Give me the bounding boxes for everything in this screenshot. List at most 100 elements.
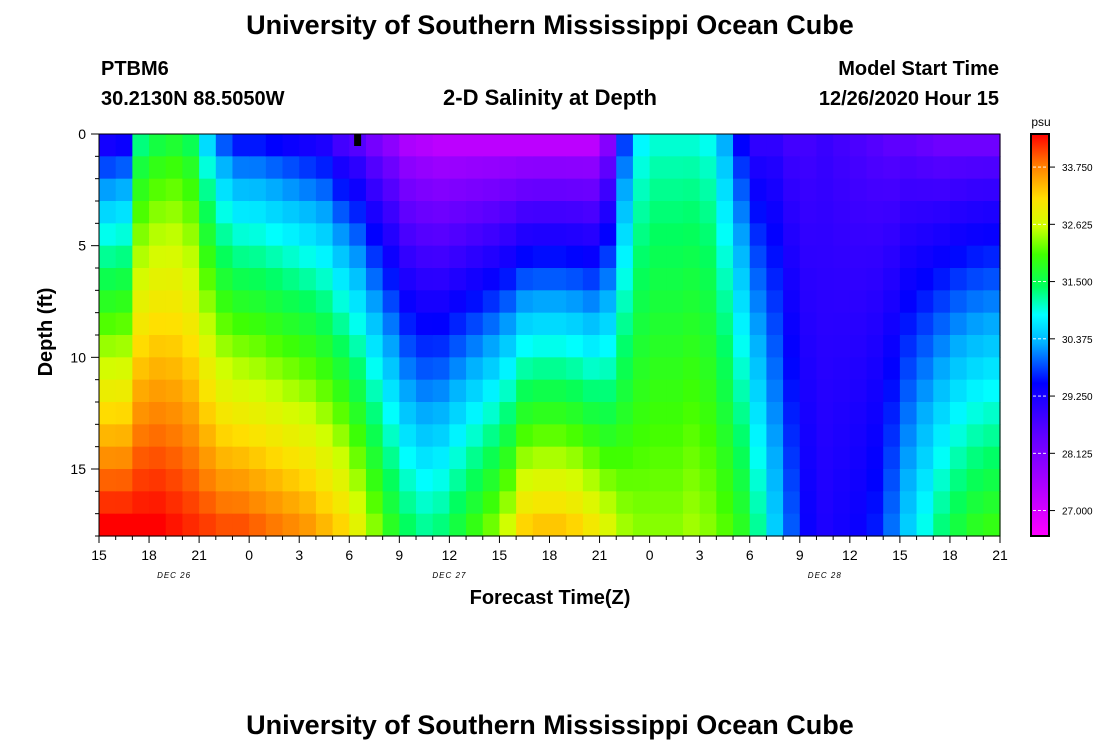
heatmap-cell bbox=[516, 402, 534, 425]
heatmap-cell bbox=[215, 379, 234, 403]
heatmap-cell bbox=[632, 312, 651, 336]
heatmap-cell bbox=[99, 513, 117, 537]
heatmap-cell bbox=[249, 424, 267, 448]
heatmap-cell bbox=[532, 290, 551, 314]
heatmap-cell bbox=[115, 446, 133, 470]
heatmap-cell bbox=[616, 290, 634, 314]
heatmap-cell bbox=[365, 513, 384, 537]
heatmap-cell bbox=[382, 245, 400, 269]
heatmap-cell bbox=[199, 178, 217, 202]
heatmap-cell bbox=[232, 245, 250, 269]
heatmap-cell bbox=[232, 469, 250, 492]
heatmap-cell bbox=[332, 290, 350, 314]
heatmap-cell bbox=[566, 469, 584, 492]
heatmap-cell bbox=[432, 268, 450, 291]
heatmap-cell bbox=[516, 446, 534, 470]
heatmap-cell bbox=[532, 469, 551, 492]
heatmap-cell bbox=[215, 223, 234, 247]
heatmap-cell bbox=[466, 469, 484, 492]
chart-title: University of Southern Mississippi Ocean… bbox=[246, 10, 854, 40]
heatmap-cell bbox=[766, 134, 784, 157]
heatmap-cell bbox=[365, 223, 384, 247]
heatmap-cell bbox=[983, 424, 1001, 448]
heatmap-cell bbox=[432, 424, 450, 448]
heatmap-cell bbox=[132, 357, 150, 381]
heatmap-cell bbox=[165, 312, 184, 336]
heatmap-cell bbox=[983, 379, 1001, 403]
heatmap-cell bbox=[249, 245, 267, 269]
heatmap-cell bbox=[332, 223, 350, 247]
heatmap-cell bbox=[299, 513, 317, 537]
heatmap-cell bbox=[382, 513, 400, 537]
x-tick-label: 3 bbox=[696, 547, 704, 563]
heatmap-cell bbox=[783, 446, 801, 470]
heatmap-cell bbox=[432, 245, 450, 269]
heatmap-cell bbox=[933, 156, 951, 180]
heatmap-cell bbox=[165, 201, 184, 224]
heatmap-cell bbox=[282, 201, 300, 224]
heatmap-cell bbox=[566, 335, 584, 358]
heatmap-cell bbox=[99, 268, 117, 291]
heatmap-cell bbox=[966, 469, 984, 492]
heatmap-cell bbox=[983, 402, 1001, 425]
heatmap-cell bbox=[866, 469, 884, 492]
heatmap-cell bbox=[899, 379, 918, 403]
heatmap-cell bbox=[949, 201, 968, 224]
heatmap-cell bbox=[466, 424, 484, 448]
heatmap-cell bbox=[499, 446, 517, 470]
heatmap-cell bbox=[616, 379, 634, 403]
heatmap-cell bbox=[132, 268, 150, 291]
heatmap-cell bbox=[315, 491, 334, 515]
heatmap-cell bbox=[699, 312, 717, 336]
heatmap-cell bbox=[783, 178, 801, 202]
heatmap-cell bbox=[532, 446, 551, 470]
heatmap-cell bbox=[265, 223, 284, 247]
heatmap-cell bbox=[833, 357, 851, 381]
heatmap-cell bbox=[716, 312, 734, 336]
heatmap-cell bbox=[682, 245, 701, 269]
heatmap-cell bbox=[99, 335, 117, 358]
heatmap-cell bbox=[482, 245, 501, 269]
heatmap-cell bbox=[916, 268, 934, 291]
heatmap-cell bbox=[749, 178, 768, 202]
heatmap-cell bbox=[716, 513, 734, 537]
heatmap-cell bbox=[799, 335, 818, 358]
heatmap-cell bbox=[816, 268, 834, 291]
heatmap-cell bbox=[616, 335, 634, 358]
heatmap-cell bbox=[649, 156, 667, 180]
heatmap-cell bbox=[783, 201, 801, 224]
heatmap-cell bbox=[466, 402, 484, 425]
heatmap-cell bbox=[215, 402, 234, 425]
heatmap-cell bbox=[966, 268, 984, 291]
heatmap-cell bbox=[349, 178, 367, 202]
heatmap-cell bbox=[899, 357, 918, 381]
heatmap-cell bbox=[699, 268, 717, 291]
heatmap-cell bbox=[666, 134, 684, 157]
heatmap-cell bbox=[115, 402, 133, 425]
heatmap-cell bbox=[649, 469, 667, 492]
heatmap-cell bbox=[749, 335, 768, 358]
heatmap-cell bbox=[666, 201, 684, 224]
heatmap-cell bbox=[165, 290, 184, 314]
colorbar bbox=[1030, 133, 1050, 537]
heatmap-cell bbox=[199, 223, 217, 247]
heatmap-cell bbox=[566, 402, 584, 425]
heatmap-cell bbox=[599, 223, 617, 247]
heatmap-cell bbox=[282, 491, 300, 515]
heatmap-cell bbox=[833, 268, 851, 291]
x-tick-label: 18 bbox=[141, 547, 157, 563]
heatmap-cell bbox=[416, 357, 434, 381]
heatmap-cell bbox=[165, 469, 184, 492]
heatmap-cell bbox=[733, 446, 751, 470]
heatmap-cell bbox=[682, 178, 701, 202]
heatmap-cell bbox=[399, 201, 417, 224]
heatmap-cell bbox=[449, 134, 467, 157]
heatmap-cell bbox=[382, 335, 400, 358]
heatmap-cell bbox=[849, 357, 868, 381]
heatmap-cell bbox=[616, 402, 634, 425]
heatmap-cell bbox=[482, 424, 501, 448]
heatmap-cell bbox=[365, 245, 384, 269]
heatmap-cell bbox=[282, 134, 300, 157]
heatmap-cell bbox=[199, 156, 217, 180]
heatmap-cell bbox=[449, 201, 467, 224]
